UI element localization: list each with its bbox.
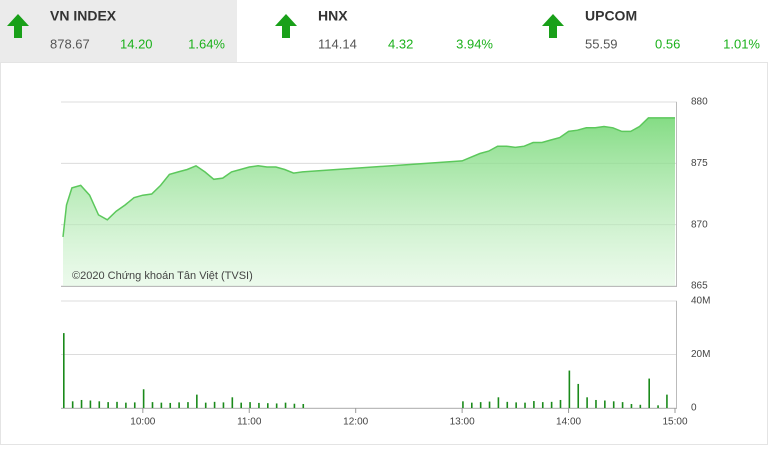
volume-bar: [133, 402, 136, 408]
y-tick-label: 880: [691, 97, 708, 108]
volume-bar: [497, 397, 500, 408]
volume-bar: [80, 399, 83, 408]
volume-bar: [222, 402, 225, 408]
index-percent: 3.94%: [456, 36, 493, 51]
volume-bar: [621, 402, 624, 408]
volume-bar: [249, 402, 251, 408]
volume-bar: [612, 401, 615, 408]
y-tick-label: 875: [691, 158, 708, 169]
volume-bar: [559, 399, 562, 408]
y-tick-label: 40M: [691, 296, 710, 307]
volume-bar: [479, 402, 482, 408]
volume-bar: [116, 401, 118, 408]
volume-bar: [240, 402, 242, 408]
index-percent: 1.01%: [723, 36, 760, 51]
volume-bar: [213, 401, 216, 408]
x-tick-label: 11:00: [237, 417, 262, 428]
volume-bar: [630, 403, 633, 408]
index-value: 55.59: [585, 36, 618, 51]
index-change: 0.56: [655, 36, 680, 51]
index-change: 14.20: [120, 36, 153, 51]
volume-bar: [275, 403, 278, 408]
volume-bar: [89, 400, 92, 408]
volume-bar: [142, 389, 145, 408]
index-name: UPCOM: [585, 8, 637, 24]
volume-bar: [462, 401, 464, 408]
volume-bar: [169, 402, 172, 408]
volume-bar: [550, 401, 553, 408]
index-name: VN INDEX: [50, 8, 117, 24]
index-change: 4.32: [388, 36, 413, 51]
volume-bar: [160, 402, 163, 408]
annotation: ©2020 Chứng khoán Tân Việt (TVSI): [72, 270, 253, 282]
volume-bar: [151, 402, 154, 408]
y-tick-label: 865: [691, 281, 708, 292]
area: [63, 117, 675, 287]
volume-bar: [293, 403, 296, 408]
volume-bar: [302, 403, 305, 408]
volume-bar: [258, 402, 260, 408]
up-arrow: [275, 14, 297, 38]
volume-bar: [231, 397, 234, 408]
volume-bar: [577, 383, 580, 408]
up-arrow: [7, 14, 29, 38]
index-value: 878.67: [50, 36, 90, 51]
volume-bar: [515, 402, 517, 408]
volume-bar: [639, 404, 642, 408]
x-tick-label: 14:00: [556, 417, 581, 428]
volume-bar: [204, 402, 207, 408]
index-percent: 1.64%: [188, 36, 225, 51]
volume-bar: [284, 402, 287, 408]
volume-bar: [604, 400, 606, 408]
volume-bar: [471, 402, 473, 408]
volume-bar: [595, 399, 597, 408]
volume-bar: [187, 402, 189, 408]
volume-bar: [63, 333, 65, 408]
y-tick-label: 20M: [691, 349, 710, 360]
active-tab[interactable]: [0, 0, 237, 62]
index-value: 114.14: [318, 36, 357, 51]
price-line: [62, 117, 675, 237]
volume-bar: [541, 402, 544, 408]
volume-bar: [657, 405, 659, 408]
plot: 865 870 875 880 ©2020 Chứng khoán Tân Việt (…: [61, 97, 710, 428]
x-tick-label: 15:00: [662, 417, 687, 428]
volume-bar: [488, 401, 491, 408]
volume-bar: [666, 394, 668, 408]
volume-bar: [98, 401, 101, 408]
volume-bar: [107, 402, 109, 408]
tabs: VN INDEX 878.67 14.20 1.64% HNX 114.14 4.32 3.9…: [7, 8, 760, 51]
up-arrow: [542, 14, 564, 38]
x-tick-label: 10:00: [130, 417, 155, 428]
index-name: HNX: [318, 8, 348, 24]
volume-bar: [568, 370, 571, 408]
volume-bar: [178, 402, 180, 408]
volume-bar: [524, 402, 526, 408]
volume-bar: [267, 403, 269, 408]
y-tick-label: 0: [691, 403, 697, 414]
volume-bar: [533, 401, 535, 408]
volume-bar: [71, 401, 74, 408]
volume-bar: [125, 402, 127, 408]
volume-bar: [586, 397, 588, 408]
volume-bar: [648, 378, 650, 408]
x-tick-label: 12:00: [343, 417, 368, 428]
x-tick-label: 13:00: [450, 417, 475, 428]
volume-bar: [506, 401, 509, 408]
volume-bar: [196, 394, 198, 408]
y-tick-label: 870: [691, 219, 708, 230]
